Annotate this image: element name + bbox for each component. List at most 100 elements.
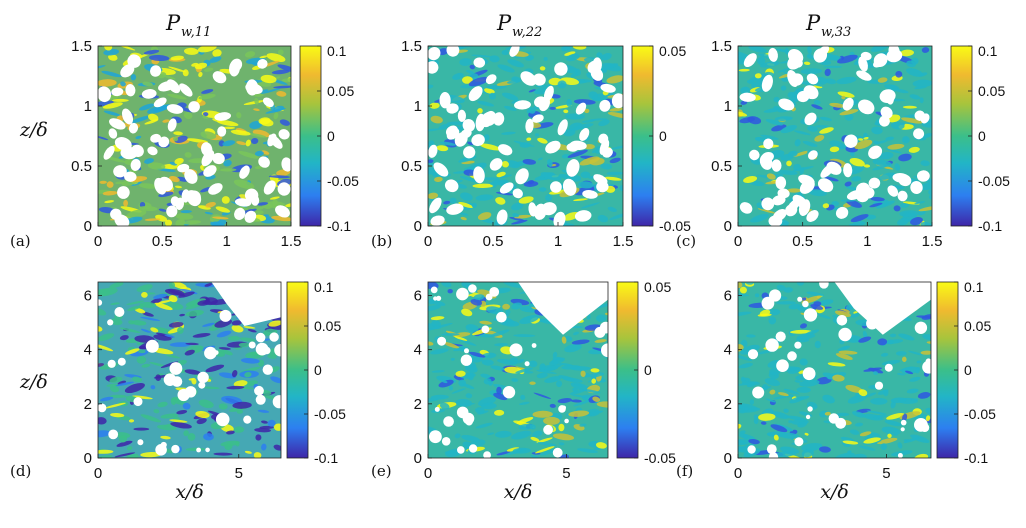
heatmap-streak bbox=[920, 350, 931, 355]
heatmap-streak bbox=[222, 140, 236, 147]
heatmap-streak bbox=[198, 399, 214, 409]
heatmap-streak bbox=[895, 70, 903, 78]
heatmap-streak bbox=[428, 128, 440, 132]
heatmap-streak bbox=[268, 320, 281, 327]
heatmap-streak bbox=[750, 213, 769, 223]
particle-void bbox=[114, 137, 132, 151]
heatmap-streak bbox=[102, 102, 123, 109]
colorbar-tick-label: -0.05 bbox=[314, 406, 346, 422]
heatmap-streak bbox=[859, 431, 872, 437]
heatmap-streak bbox=[835, 310, 851, 317]
heatmap-streak bbox=[475, 407, 485, 414]
heatmap-streak bbox=[893, 88, 909, 94]
heatmap-streak bbox=[845, 384, 863, 393]
heatmap-streak bbox=[866, 410, 888, 415]
heatmap-streak bbox=[823, 420, 831, 424]
void-spot bbox=[502, 386, 516, 399]
particle-void bbox=[125, 84, 136, 97]
particle-void bbox=[532, 114, 544, 123]
heatmap-streak bbox=[738, 282, 743, 289]
heatmap-streak bbox=[223, 159, 232, 167]
heatmap-streak bbox=[197, 300, 211, 306]
heatmap-streak bbox=[511, 202, 524, 211]
heatmap-streak bbox=[197, 46, 217, 53]
heatmap-streak bbox=[595, 442, 607, 449]
heatmap-streak bbox=[880, 352, 889, 357]
heatmap-streak bbox=[130, 74, 137, 81]
heatmap-streak bbox=[489, 179, 509, 186]
void-spot bbox=[107, 319, 114, 326]
heatmap-streak bbox=[209, 56, 222, 63]
heatmap-streak bbox=[770, 411, 790, 419]
heatmap-streak bbox=[170, 55, 184, 61]
heatmap-streak bbox=[279, 119, 291, 126]
heatmap-streak bbox=[759, 61, 780, 68]
heatmap-streak bbox=[140, 316, 161, 321]
heatmap-streak bbox=[257, 409, 270, 413]
particle-void bbox=[478, 116, 491, 128]
panel-title: P bbox=[805, 11, 821, 35]
void-spot bbox=[747, 349, 759, 360]
heatmap-field bbox=[428, 46, 623, 226]
heatmap-streak bbox=[747, 116, 762, 125]
heatmap-streak bbox=[515, 367, 534, 374]
heatmap-streak bbox=[819, 127, 834, 134]
heatmap-streak bbox=[824, 411, 831, 416]
heatmap-streak bbox=[804, 432, 809, 436]
heatmap-streak bbox=[780, 125, 797, 134]
particle-void bbox=[798, 174, 815, 186]
heatmap-streak bbox=[777, 170, 798, 175]
heatmap-streak bbox=[818, 314, 831, 319]
void-spot bbox=[531, 343, 537, 348]
heatmap-streak bbox=[916, 315, 931, 319]
heatmap-streak bbox=[200, 131, 217, 140]
heatmap-streak bbox=[757, 208, 776, 214]
heatmap-streak bbox=[271, 69, 290, 75]
void-spot bbox=[171, 444, 180, 454]
particle-void bbox=[806, 210, 819, 222]
heatmap-streak bbox=[486, 306, 504, 315]
heatmap-streak bbox=[456, 183, 468, 189]
heatmap-streak bbox=[185, 298, 206, 307]
heatmap-streak bbox=[887, 339, 894, 345]
void-spot bbox=[840, 315, 847, 321]
x-tick-label: 0 bbox=[94, 233, 102, 250]
heatmap-streak bbox=[873, 414, 887, 419]
heatmap-streak bbox=[776, 48, 791, 53]
particle-void bbox=[128, 122, 139, 134]
heatmap-streak bbox=[481, 402, 497, 410]
heatmap-streak bbox=[740, 86, 750, 94]
heatmap-streak bbox=[537, 137, 548, 144]
heatmap-streak bbox=[438, 123, 451, 130]
heatmap-streak bbox=[226, 430, 235, 435]
particle-void bbox=[749, 149, 760, 161]
heatmap-streak bbox=[583, 57, 596, 62]
void-spot bbox=[98, 299, 103, 306]
heatmap-streak bbox=[119, 327, 141, 333]
heatmap-streak bbox=[98, 430, 111, 438]
panel-f: 0 5 0 2 4 6 0.1 0.05 0 -0.05 -0.1 (f) x/δ bbox=[676, 279, 996, 503]
void-spot bbox=[900, 419, 907, 426]
heatmap-streak bbox=[591, 378, 597, 384]
heatmap-streak bbox=[549, 403, 556, 408]
heatmap-streak bbox=[236, 410, 244, 414]
heatmap-streak bbox=[215, 206, 231, 213]
void-spot bbox=[255, 394, 266, 405]
heatmap-streak bbox=[184, 349, 195, 356]
heatmap-streak bbox=[566, 99, 572, 107]
heatmap-streak bbox=[738, 293, 750, 297]
heatmap-streak bbox=[511, 430, 532, 440]
particle-void bbox=[212, 71, 227, 84]
heatmap-streak bbox=[98, 308, 107, 316]
particle-void bbox=[525, 118, 534, 134]
x-tick-label: 1 bbox=[222, 233, 230, 250]
heatmap-streak bbox=[205, 201, 216, 208]
heatmap-streak bbox=[801, 449, 814, 458]
void-spot bbox=[531, 290, 543, 302]
heatmap-streak bbox=[261, 420, 268, 424]
particle-void bbox=[445, 125, 458, 137]
heatmap-streak bbox=[99, 180, 107, 184]
heatmap-streak bbox=[738, 353, 753, 362]
heatmap-streak bbox=[244, 450, 252, 454]
heatmap-streak bbox=[909, 376, 921, 382]
